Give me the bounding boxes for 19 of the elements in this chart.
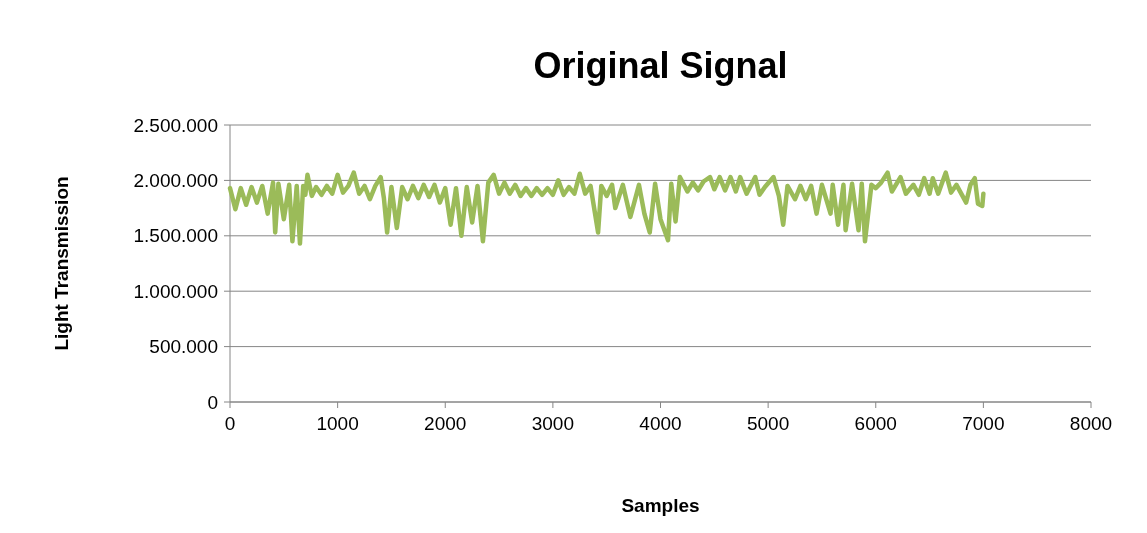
x-tick-label: 3000 (531, 413, 575, 434)
x-tick-label: 4000 (639, 413, 682, 434)
y-tick-label: 1.000.000 (133, 280, 218, 302)
x-tick-label: 8000 (1069, 413, 1113, 434)
x-tick-label: 6000 (854, 413, 897, 434)
x-tick-label: 1000 (316, 413, 359, 434)
y-tick-label: 1.500.000 (133, 225, 218, 247)
x-tick-label: 0 (224, 413, 236, 434)
x-axis-title: Samples (621, 495, 700, 516)
x-tick-label: 2000 (424, 413, 467, 434)
line-series (227, 170, 986, 246)
y-tick-label: 500.000 (149, 336, 218, 358)
y-axis-title: Light Transmission (51, 176, 72, 351)
y-tick-label: 2.000.000 (133, 170, 218, 192)
y-tick-label: 2.500.000 (133, 114, 218, 136)
chart-title: Original Signal (533, 45, 788, 86)
y-tick-label: 0 (207, 391, 218, 413)
x-tick-label: 7000 (962, 413, 1005, 434)
x-tick-label: 5000 (746, 413, 790, 434)
